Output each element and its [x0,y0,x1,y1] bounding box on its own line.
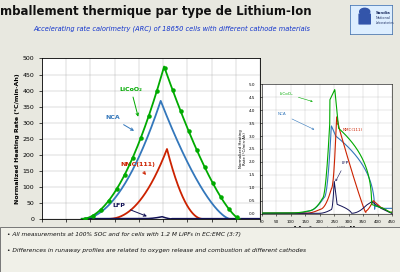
Text: Emballement thermique par type de Lithium-Ion: Emballement thermique par type de Lithiu… [0,5,312,18]
Circle shape [360,8,370,15]
Text: • Differences in runaway profiles are related to oxygen release and combustion a: • Differences in runaway profiles are re… [7,248,306,253]
Point [186,129,192,133]
Point [210,181,216,185]
Text: NCA: NCA [278,112,314,129]
Y-axis label: Normalized Heating
Rate (°C/min·Ah): Normalized Heating Rate (°C/min·Ah) [238,129,247,168]
Point [202,165,208,169]
Point [114,187,120,191]
Point [98,208,104,212]
Text: NMC(111): NMC(111) [336,123,363,132]
Point [218,195,224,199]
Point [194,148,200,152]
Text: NMC(111): NMC(111) [120,162,155,174]
Y-axis label: Normalized Heating Rate (°C/min·Ah): Normalized Heating Rate (°C/min·Ah) [15,73,20,204]
Point [162,66,168,70]
Text: LFP: LFP [112,203,146,216]
Text: LFP: LFP [336,161,348,181]
Point [154,89,160,94]
Point [90,214,96,218]
FancyBboxPatch shape [358,13,371,24]
Text: LiCoO₂: LiCoO₂ [120,86,142,116]
Point [170,88,176,92]
Point [106,199,112,203]
Point [146,114,152,118]
Point [82,217,88,221]
Text: • All measurements at 100% SOC and for cells with 1.2 M LiPF₆ in EC:EMC (3:7): • All measurements at 100% SOC and for c… [7,232,241,237]
Text: Vue agrandie: Vue agrandie [294,226,362,235]
Text: Laboratories: Laboratories [376,21,395,24]
Point [234,215,240,220]
Text: NCA: NCA [105,115,133,130]
X-axis label: Temperature (°C): Temperature (°C) [114,237,188,246]
Text: Sandia: Sandia [376,11,391,16]
Point [122,172,128,177]
Point [130,156,136,160]
Point [138,136,144,140]
Point [226,207,232,211]
Text: Accelerating rate calorimetry (ARC) of 18650 cells with different cathode materi: Accelerating rate calorimetry (ARC) of 1… [34,26,310,32]
Text: National: National [376,16,391,20]
X-axis label: Temperature (°C): Temperature (°C) [308,226,346,230]
Point [178,109,184,113]
Text: LiCoO₂: LiCoO₂ [279,92,312,102]
